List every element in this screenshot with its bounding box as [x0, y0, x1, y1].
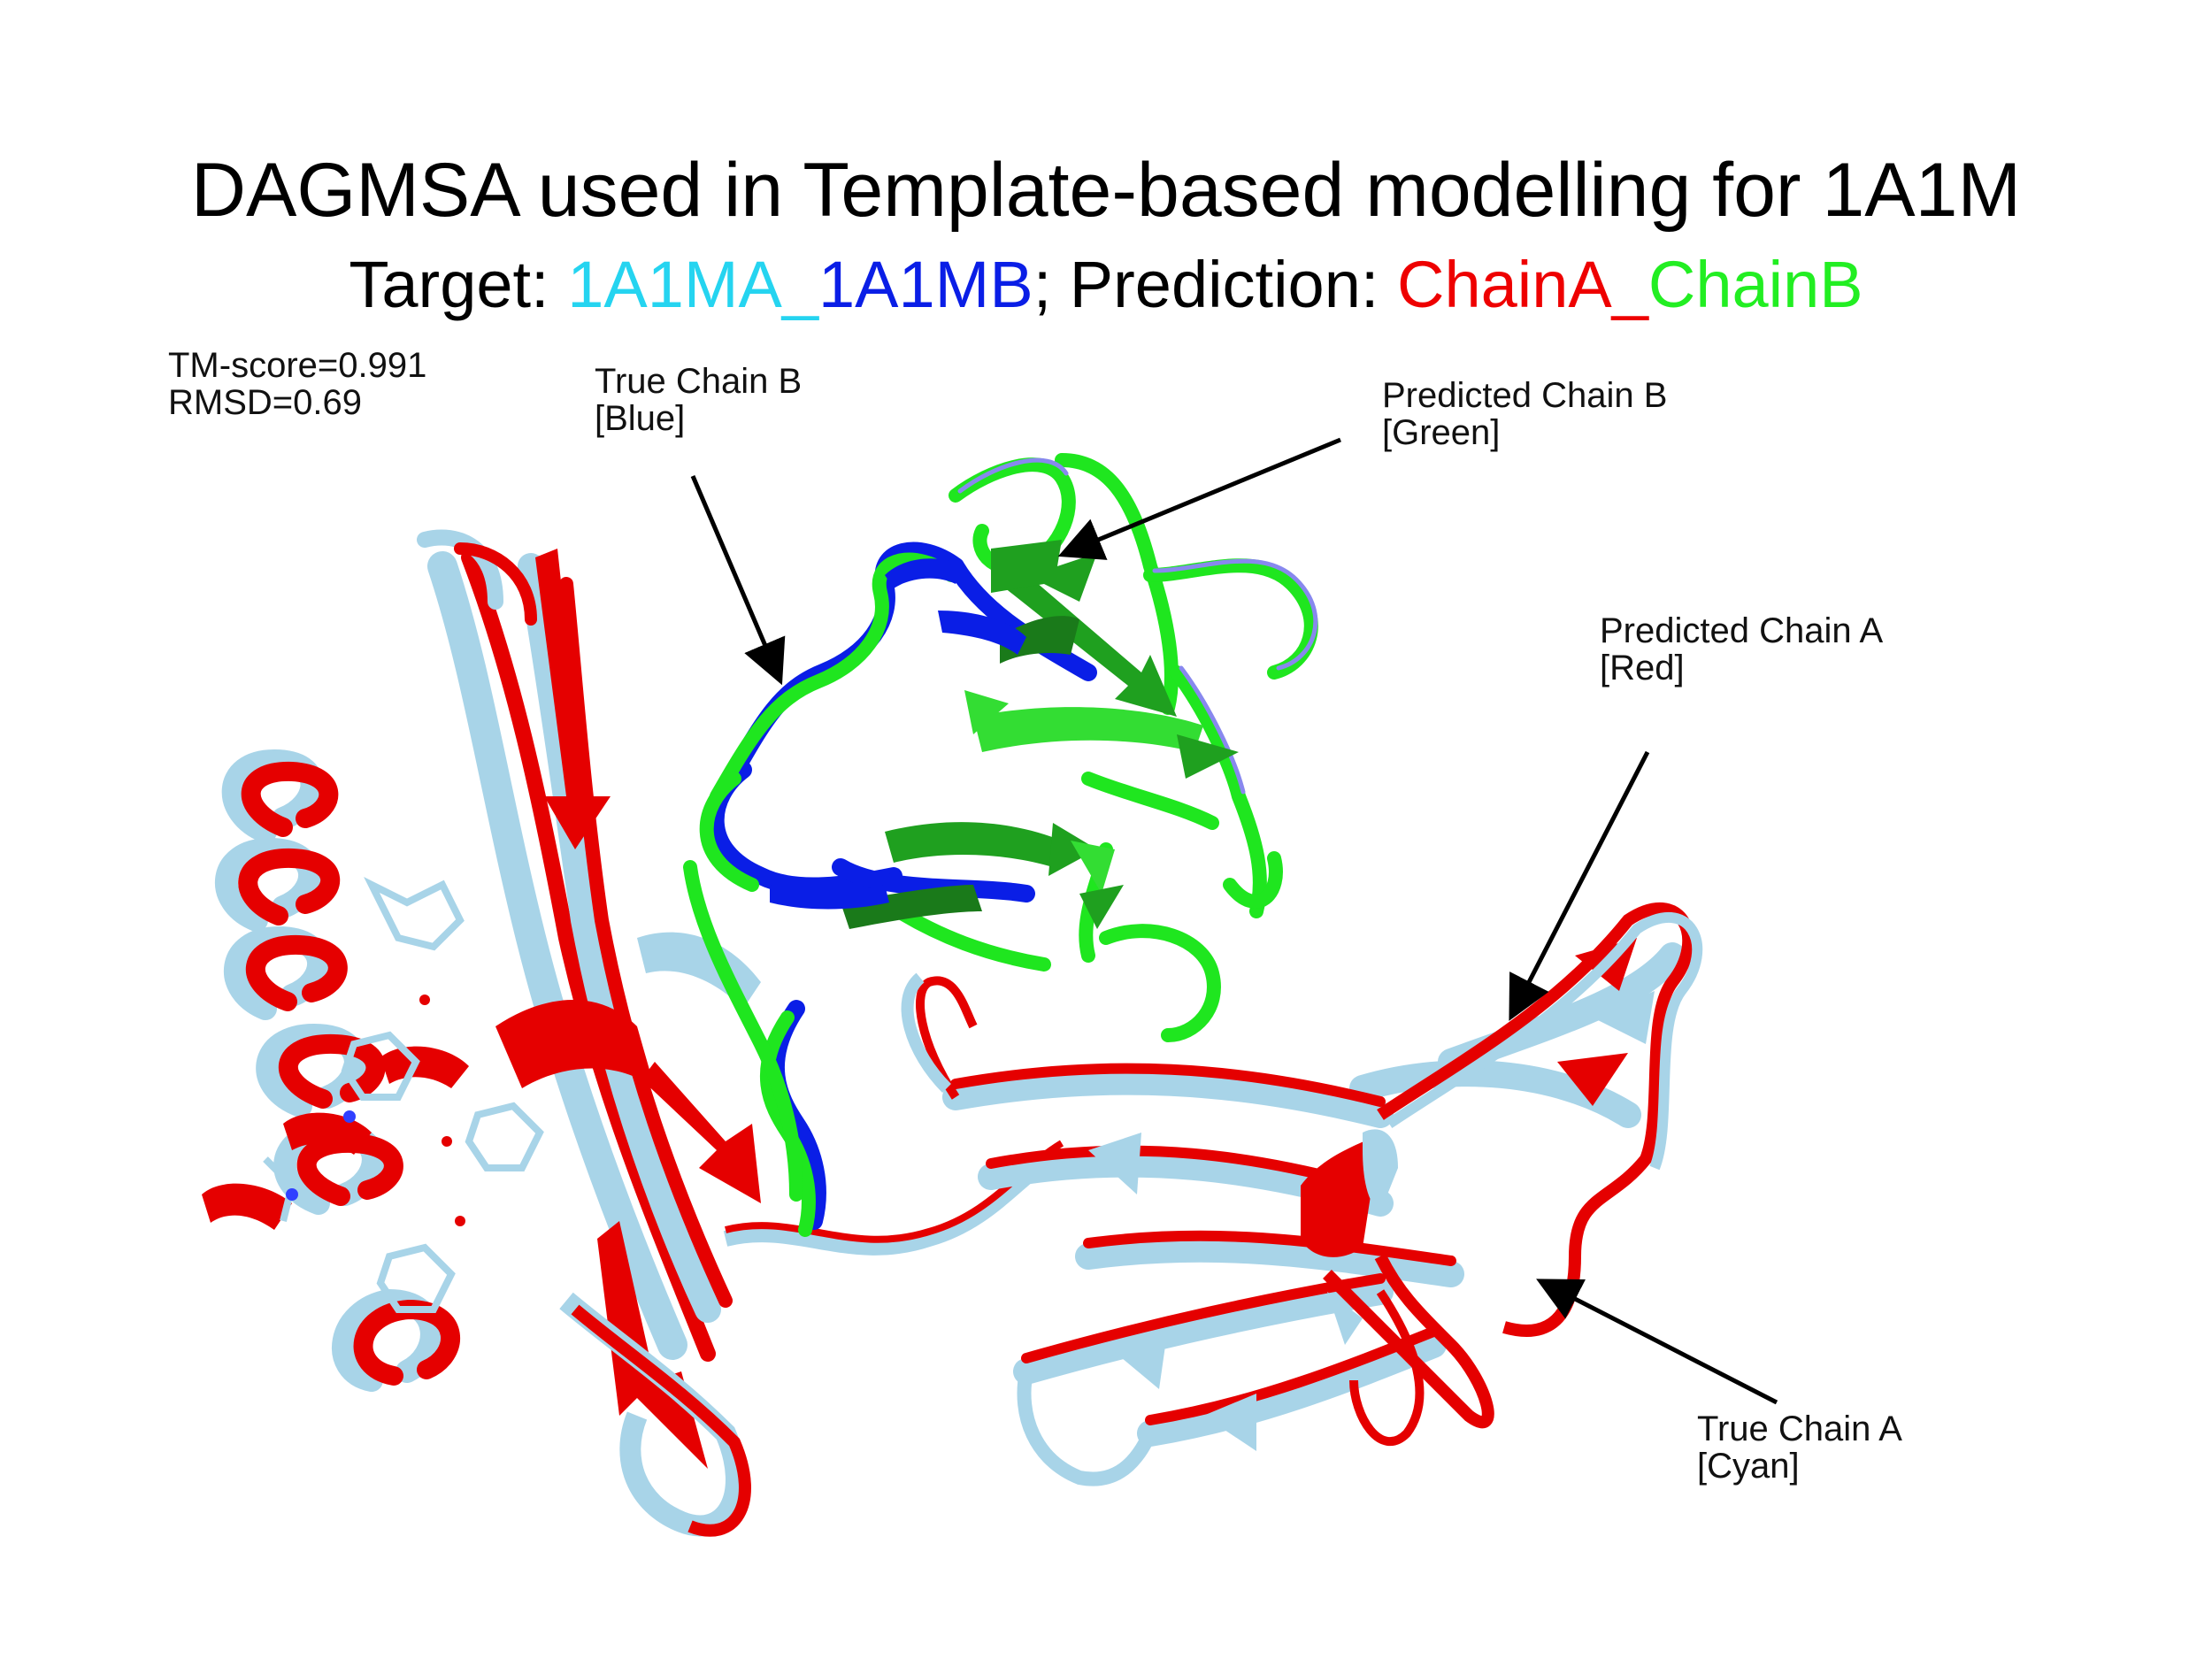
- green-arrowhead: [1079, 885, 1124, 929]
- label-predicted-chain-b-color: [Green]: [1382, 413, 1501, 452]
- red-arrowhead: [1557, 1053, 1628, 1106]
- chain-a-left-domain: [202, 529, 761, 1537]
- red-outer-loop: [1377, 902, 1695, 1337]
- label-predicted-chain-a-color: [Red]: [1600, 649, 1685, 687]
- label-predicted-chain-a-name: Predicted Chain A: [1600, 611, 1884, 650]
- chain-a-right-domain: [901, 902, 1703, 1486]
- arrow-true-chain-a: [1536, 1279, 1778, 1405]
- cyan-lower-loop: [1017, 1370, 1157, 1486]
- tm-score: TM-score=0.991: [168, 346, 427, 385]
- dark-green-twist: [1000, 616, 1079, 664]
- green-arrowhead: [964, 690, 1009, 734]
- arrow-predicted-chain-b: [1057, 437, 1341, 560]
- green-strand-arrow: [1000, 566, 1177, 717]
- red-strand-arrow: [597, 1221, 708, 1469]
- score-box: TM-score=0.991 RMSD=0.69: [168, 347, 426, 421]
- green-strand-arrow: [841, 885, 982, 929]
- page-title: DAGMSA used in Template-based modelling …: [190, 148, 2022, 233]
- label-true-chain-b-name: True Chain B: [595, 362, 803, 401]
- side-chain-atoms: [286, 995, 465, 1226]
- cyan-arrowhead: [1106, 1327, 1168, 1389]
- red-bottom-loop: [1349, 1289, 1425, 1446]
- red-helix-segment: [283, 1112, 372, 1155]
- red-strand-arrow: [535, 549, 611, 849]
- red-lower-loop: [1323, 1253, 1494, 1429]
- green-strand-arrow: [973, 707, 1203, 752]
- red-arrow-right: [641, 1062, 761, 1203]
- chain-a-beta-sheet: [417, 529, 733, 1362]
- cyan-arrowhead: [1088, 1133, 1141, 1194]
- label-true-chain-b: True Chain B [Blue]: [595, 363, 802, 437]
- cyan-arrowhead: [1327, 1292, 1363, 1345]
- blue-segment: [885, 558, 964, 588]
- label-predicted-chain-b-name: Predicted Chain B: [1382, 376, 1668, 415]
- subtitle-pred-a: ChainA: [1397, 248, 1612, 321]
- red-top-loop: [916, 976, 978, 1100]
- cyan-top-loop: [901, 972, 952, 1093]
- subtitle-target-a: 1A1MA: [567, 248, 782, 321]
- chain-b-offset-trace: [957, 457, 1318, 795]
- cyan-outer-loop: [1386, 912, 1703, 1171]
- label-predicted-chain-a: Predicted Chain A [Red]: [1600, 612, 1883, 687]
- label-true-chain-a-color: [Cyan]: [1697, 1447, 1800, 1486]
- green-strand-arrow: [991, 540, 1097, 602]
- cyan-arrowhead: [1593, 991, 1655, 1044]
- subtitle-separator-2: _: [1611, 248, 1648, 321]
- label-true-chain-b-color: [Blue]: [595, 399, 686, 438]
- green-arrowhead: [1071, 841, 1115, 894]
- red-helix-segment: [380, 1046, 469, 1088]
- green-strand-arrow: [885, 822, 1062, 867]
- label-true-chain-a-name: True Chain A: [1697, 1409, 1902, 1448]
- subtitle-separator-1: _: [781, 248, 819, 321]
- subtitle: Target: 1A1MA_1A1MB; Prediction: ChainA_…: [0, 252, 2212, 318]
- red-twist-strand: [1301, 1133, 1380, 1257]
- rmsd: RMSD=0.69: [168, 383, 362, 422]
- cyan-arrowhead: [1203, 1394, 1256, 1451]
- blue-segment: [938, 611, 1026, 655]
- green-arrowhead: [1177, 734, 1239, 779]
- arrow-true-chain-b: [690, 475, 786, 686]
- chain-b: [683, 453, 1318, 1237]
- predicted-chain-b-backbone: [683, 453, 1318, 1237]
- subtitle-pred-b: ChainB: [1647, 248, 1863, 321]
- label-predicted-chain-b: Predicted Chain B [Green]: [1382, 377, 1667, 451]
- blue-segment: [770, 885, 889, 910]
- side-chain-sticks: [263, 877, 544, 1313]
- label-true-chain-a: True Chain A [Cyan]: [1697, 1410, 1902, 1485]
- arrow-predicted-chain-a: [1509, 750, 1650, 1021]
- green-arrowhead: [1048, 823, 1097, 876]
- red-helix-segment: [202, 1183, 292, 1230]
- annotation-arrows: [690, 437, 1778, 1405]
- subtitle-target-b: 1A1MB: [818, 248, 1033, 321]
- red-sheet-twist: [495, 1000, 655, 1088]
- subtitle-middle: ; Prediction:: [1033, 248, 1397, 321]
- cyan-twist-strand: [1363, 1129, 1398, 1212]
- subtitle-prefix: Target:: [349, 248, 568, 321]
- red-loop: [571, 1304, 751, 1537]
